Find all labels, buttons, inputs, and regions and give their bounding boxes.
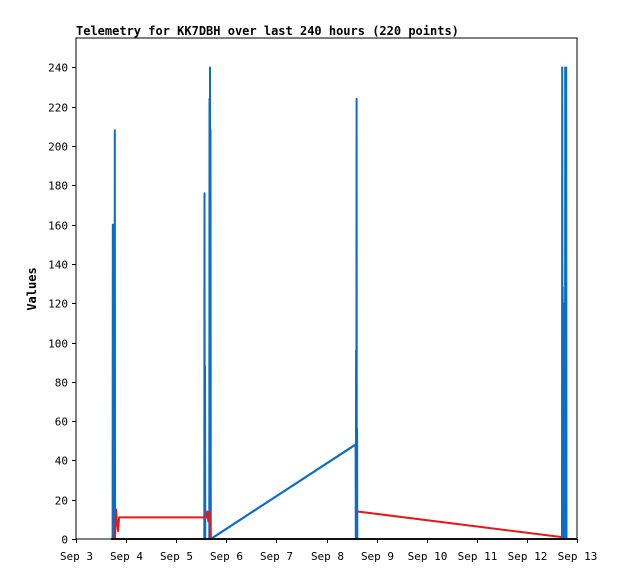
x-tick-label: Sep 13 [558,550,598,563]
y-tick-label: 20 [55,495,68,508]
series-layer [111,66,577,540]
chart-title: Telemetry for KK7DBH over last 240 hours… [76,24,459,38]
y-tick-label: 0 [61,534,68,547]
series-line-4 [210,443,356,540]
x-tick-label: Sep 9 [361,550,394,563]
y-tick-label: 240 [48,62,68,75]
series-line-1 [111,66,568,540]
y-axis-label: Values [25,267,39,310]
series-line-2 [113,508,212,540]
y-tick-label: 180 [48,180,68,193]
x-tick-label: Sep 12 [508,550,548,563]
y-tick-label: 40 [55,455,68,468]
x-tick-label: Sep 10 [408,550,448,563]
series-line-3 [357,510,562,538]
x-tick-label: Sep 4 [110,550,143,563]
y-tick-label: 220 [48,102,68,115]
x-tick-label: Sep 5 [160,550,193,563]
x-tick-label: Sep 8 [311,550,344,563]
x-axis: Sep 3 Sep 4 Sep 5 Sep 6 Sep 7 Sep 8 Sep 9 Sep 1… [60,539,597,563]
y-tick-label: 120 [48,298,68,311]
x-tick-label: Sep 3 [60,550,93,563]
y-tick-label: 160 [48,220,68,233]
x-tick-label: Sep 7 [260,550,293,563]
y-tick-label: 100 [48,338,68,351]
y-tick-label: 200 [48,141,68,154]
y-tick-label: 80 [55,377,68,390]
y-tick-label: 60 [55,416,68,429]
y-axis: 0 20 40 60 80 100 120 140 160 180 200 220 240 [48,62,76,547]
x-tick-label: Sep 6 [210,550,243,563]
y-tick-label: 140 [48,259,68,272]
x-tick-label: Sep 11 [458,550,498,563]
